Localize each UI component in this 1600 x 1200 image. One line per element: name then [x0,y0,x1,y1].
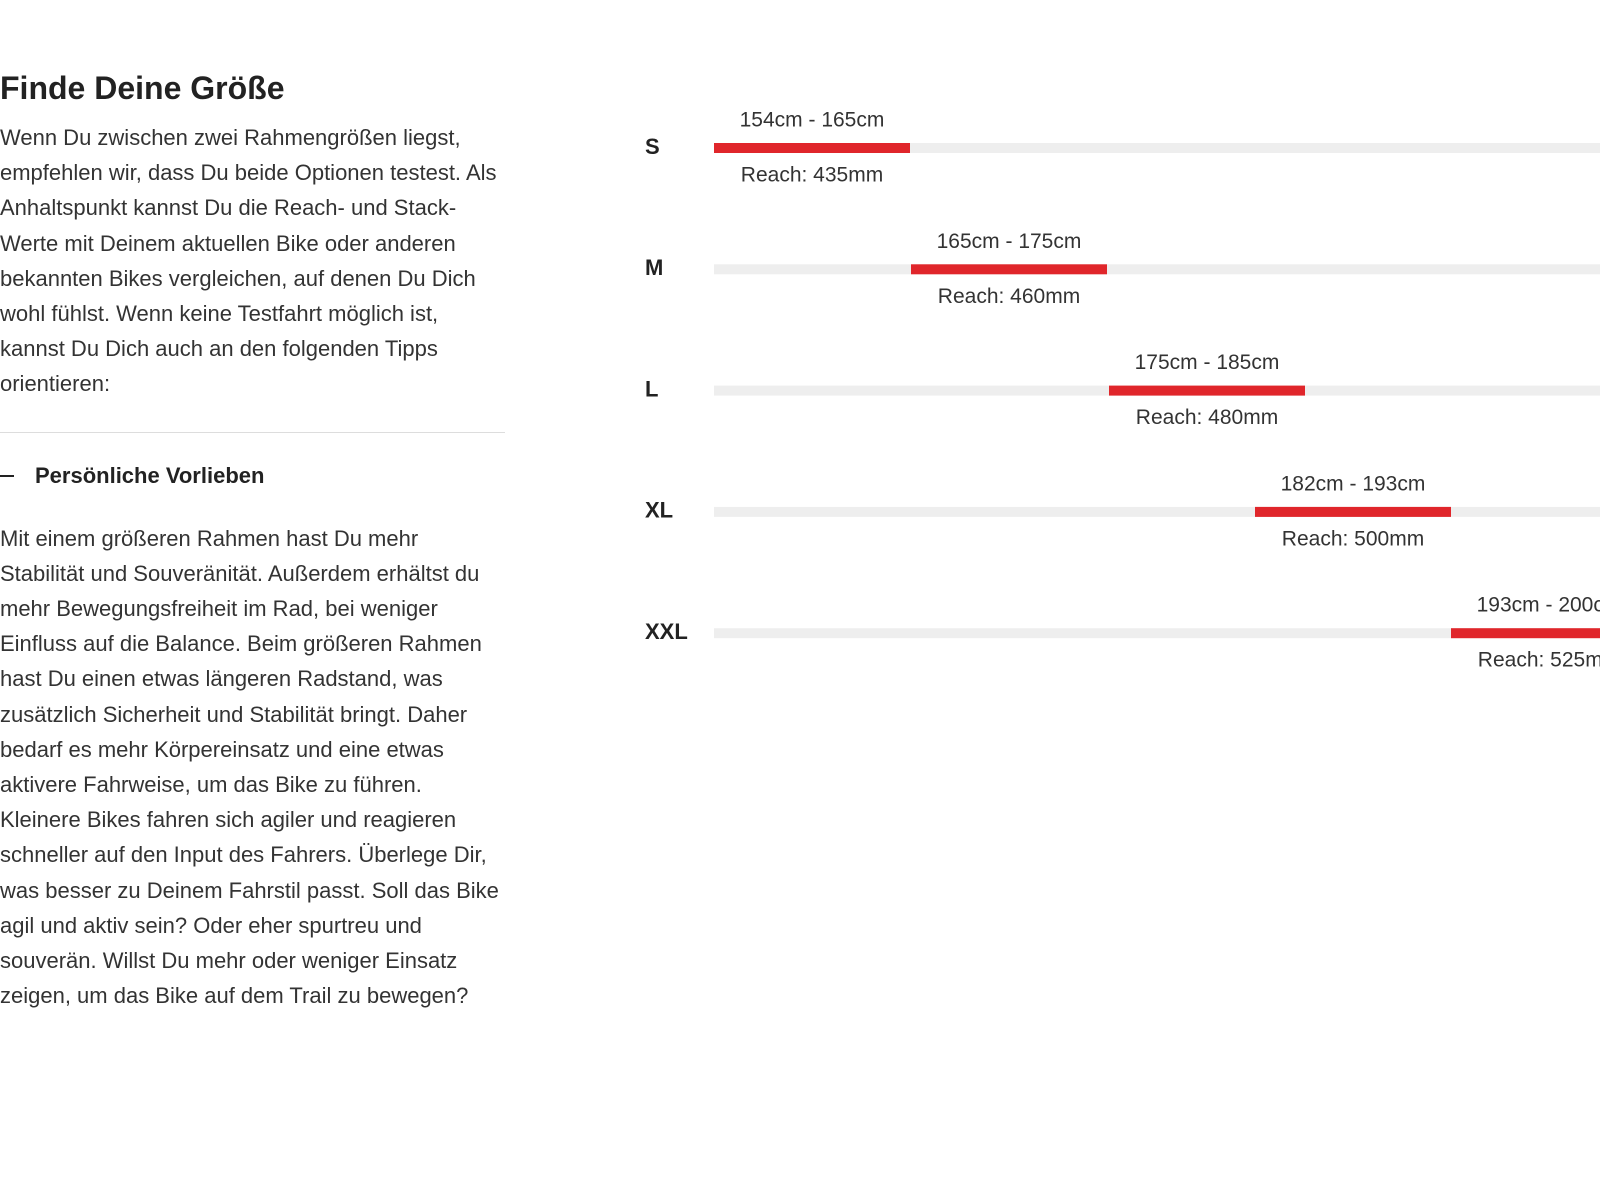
size-label: XL [645,498,673,523]
range-bar [1255,506,1451,517]
intro: Wenn Du zwischen zwei Rahmengrößen liegs… [0,125,497,397]
height-range: 193cm - 200cm [1477,594,1600,617]
reach: Reach: 500mm [1282,527,1424,550]
range-bar [714,143,910,153]
track [714,143,1600,153]
accordion-title: Persönliche Vorlieben [35,462,265,488]
accordion-body: Mit einem größeren Rahmen hast Du mehr S… [0,525,499,1009]
collapse-icon [0,474,14,477]
height-range: 175cm - 185cm [1135,351,1280,374]
range-bar [1109,385,1305,396]
reach: Reach: 435mm [741,164,883,187]
text-column: Finde Deine Größe Wenn Du zwischen zwei … [0,64,505,1013]
reach: Reach: 480mm [1136,406,1278,429]
range-bar [1451,628,1600,639]
size-label: S [645,134,660,159]
divider [0,431,505,433]
reach: Reach: 525mm [1478,649,1600,672]
range-bar [911,264,1107,275]
track [714,506,1600,517]
size-label: L [645,376,658,401]
height-range: 165cm - 175cm [937,230,1082,253]
heading: Finde Deine Größe [0,70,285,106]
track [714,264,1600,275]
size-label: M [645,255,663,280]
size-label: XXL [645,619,688,644]
reach: Reach: 460mm [938,285,1080,308]
height-range: 182cm - 193cm [1281,472,1426,495]
accordion-header[interactable]: Persönliche Vorlieben [0,463,505,489]
track [714,628,1600,639]
height-range: 154cm - 165cm [740,109,885,132]
